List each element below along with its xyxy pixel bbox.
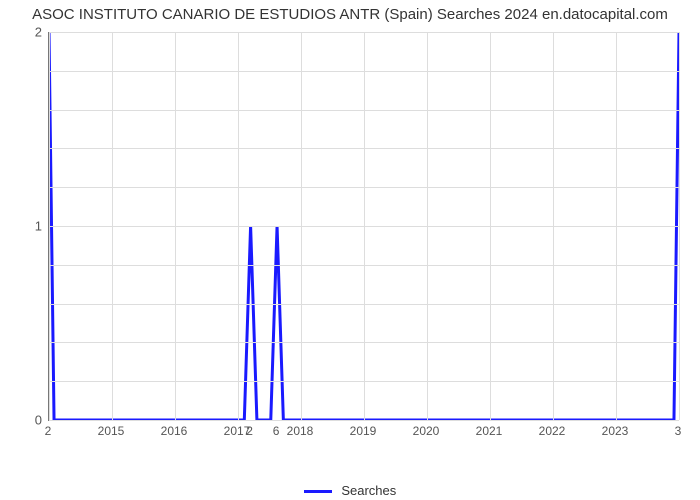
data-point-label: 2 [45,424,52,438]
gridline-h [49,420,679,421]
y-tick-label: 2 [2,25,42,40]
x-tick-label: 2021 [476,424,503,438]
gridline-v [427,32,428,420]
data-point-label: 3 [675,424,682,438]
x-tick-label: 2022 [539,424,566,438]
plot-region [48,32,679,421]
gridline-v [490,32,491,420]
y-tick-label: 1 [2,219,42,234]
gridline-v [112,32,113,420]
gridline-v [301,32,302,420]
gridline-v [679,32,680,420]
y-tick-label: 0 [2,413,42,428]
x-tick-label: 2018 [287,424,314,438]
gridline-v [616,32,617,420]
x-tick-label: 2016 [161,424,188,438]
data-point-label: 6 [273,424,280,438]
x-tick-label: 2023 [602,424,629,438]
gridline-v [238,32,239,420]
x-tick-label: 2019 [350,424,377,438]
legend-label: Searches [341,483,396,498]
data-point-label: 2 [246,424,253,438]
chart-title: ASOC INSTITUTO CANARIO DE ESTUDIOS ANTR … [0,0,700,23]
legend-swatch [304,490,332,493]
gridline-v [553,32,554,420]
chart-area: 0122015201620172018201920202021202220232… [48,32,678,450]
x-tick-label: 2020 [413,424,440,438]
gridline-v [364,32,365,420]
x-tick-label: 2015 [98,424,125,438]
gridline-v [49,32,50,420]
legend: Searches [0,483,700,498]
gridline-v [175,32,176,420]
